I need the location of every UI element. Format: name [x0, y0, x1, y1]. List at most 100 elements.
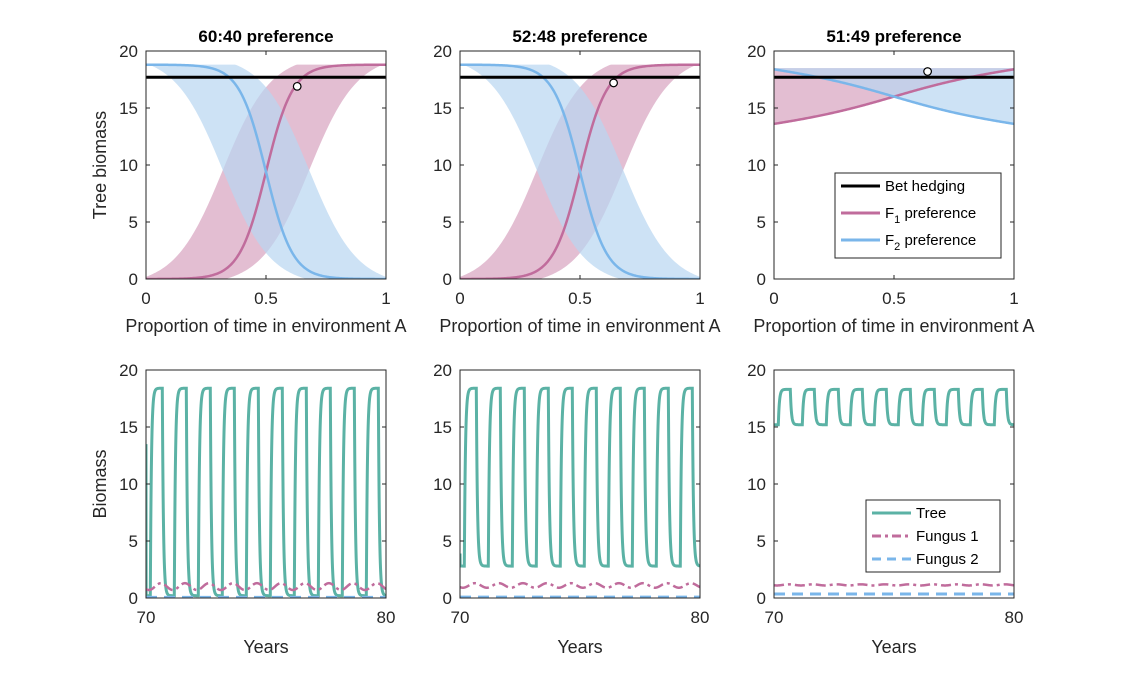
fungus1-line [460, 581, 700, 589]
plot-area [146, 63, 386, 279]
x-tick-label: 80 [377, 608, 396, 627]
legend-label: F2 preference [885, 232, 976, 253]
tree-line [460, 386, 700, 568]
plot-area [460, 386, 700, 598]
x-tick-label: 70 [451, 608, 470, 627]
y-tick-label: 0 [129, 270, 138, 289]
y-tick-label: 10 [433, 475, 452, 494]
y-tick-label: 15 [119, 99, 138, 118]
y-axis-label: Tree biomass [90, 111, 110, 219]
x-axis-label: Years [557, 637, 602, 657]
y-tick-label: 15 [433, 418, 452, 437]
x-tick-label: 70 [765, 608, 784, 627]
x-axis-label: Years [871, 637, 916, 657]
y-tick-label: 10 [119, 156, 138, 175]
x-tick-label: 1 [695, 289, 704, 308]
x-tick-label: 0 [769, 289, 778, 308]
optimum-marker [609, 78, 618, 88]
legend-label-text: Fungus 2 [916, 551, 979, 568]
y-tick-label: 20 [433, 42, 452, 61]
y-tick-label: 20 [433, 361, 452, 380]
y-tick-label: 0 [129, 589, 138, 608]
f2-preference-line [460, 63, 700, 279]
x-tick-label: 80 [1005, 608, 1024, 627]
tree-line [146, 386, 386, 598]
x-axis-label: Years [243, 637, 288, 657]
optimum-marker [292, 81, 302, 91]
legend-label-text: Fungus 1 [916, 528, 979, 545]
plot-area [146, 386, 386, 598]
legend-label-text: Tree [916, 505, 946, 522]
y-tick-label: 20 [119, 42, 138, 61]
y-tick-label: 5 [443, 213, 452, 232]
legend-label: Bet hedging [885, 178, 965, 195]
legend-label-text: Bet hedging [885, 178, 965, 195]
y-tick-label: 5 [443, 532, 452, 551]
legend: Tree Fungus 1 Fungus 2 [865, 499, 1001, 573]
y-tick-label: 10 [433, 156, 452, 175]
x-tick-label: 80 [691, 608, 710, 627]
panel-5: 70 80 0 5 10 15 20 Years [433, 361, 709, 657]
legend-label-text: F [885, 205, 894, 222]
optimum-marker [923, 67, 932, 76]
y-tick-label: 10 [119, 475, 138, 494]
x-axis-label: Proportion of time in environment A [753, 316, 1034, 336]
panel-title: 51:49 preference [826, 27, 961, 46]
y-tick-label: 5 [757, 213, 766, 232]
legend-label-text: F [885, 232, 894, 249]
x-tick-label: 0.5 [568, 289, 592, 308]
y-tick-label: 5 [757, 532, 766, 551]
y-tick-label: 5 [129, 213, 138, 232]
x-tick-label: 1 [1009, 289, 1018, 308]
y-tick-label: 5 [129, 532, 138, 551]
y-tick-label: 10 [747, 475, 766, 494]
panel-title: 60:40 preference [198, 27, 333, 46]
panel-6: 70 80 0 5 10 15 20 Years Tree Fungus 1 Fungus 2 [747, 361, 1023, 657]
legend-label-suffix: preference [900, 232, 976, 249]
tree-line [774, 387, 1014, 427]
x-axis-label: Proportion of time in environment A [439, 316, 720, 336]
fungus1-line [774, 583, 1014, 587]
panel-title: 52:48 preference [512, 27, 647, 46]
x-tick-label: 70 [137, 608, 156, 627]
y-tick-label: 0 [757, 589, 766, 608]
legend-label: Fungus 1 [916, 528, 979, 545]
axes-box [459, 369, 701, 599]
plot-area [774, 67, 1014, 126]
axes-box [145, 369, 387, 599]
plot-area [774, 387, 1014, 596]
legend-label-subscript: 2 [894, 241, 900, 253]
legend-label: Fungus 2 [916, 551, 979, 568]
panel-4: 70 80 0 5 10 15 20 Years Biomass [90, 361, 395, 657]
y-tick-label: 20 [747, 361, 766, 380]
legend-label-suffix: preference [900, 205, 976, 222]
y-tick-label: 20 [747, 42, 766, 61]
y-axis-label: Biomass [90, 449, 110, 518]
x-tick-label: 0.5 [254, 289, 278, 308]
legend-label: F1 preference [885, 205, 976, 226]
fungus1-line [146, 581, 386, 592]
x-axis-label: Proportion of time in environment A [125, 316, 406, 336]
y-tick-label: 10 [747, 156, 766, 175]
y-tick-label: 20 [119, 361, 138, 380]
y-tick-label: 0 [443, 270, 452, 289]
y-tick-label: 0 [443, 589, 452, 608]
x-tick-label: 0 [455, 289, 464, 308]
x-tick-label: 1 [381, 289, 390, 308]
x-tick-label: 0 [141, 289, 150, 308]
y-tick-label: 15 [119, 418, 138, 437]
y-tick-label: 15 [433, 99, 452, 118]
legend-label-subscript: 1 [894, 214, 900, 226]
legend-label: Tree [916, 505, 946, 522]
x-tick-label: 0.5 [882, 289, 906, 308]
f2-preference-line [146, 63, 386, 279]
y-tick-label: 0 [757, 270, 766, 289]
plot-area [460, 63, 700, 279]
y-tick-label: 15 [747, 418, 766, 437]
y-tick-label: 15 [747, 99, 766, 118]
